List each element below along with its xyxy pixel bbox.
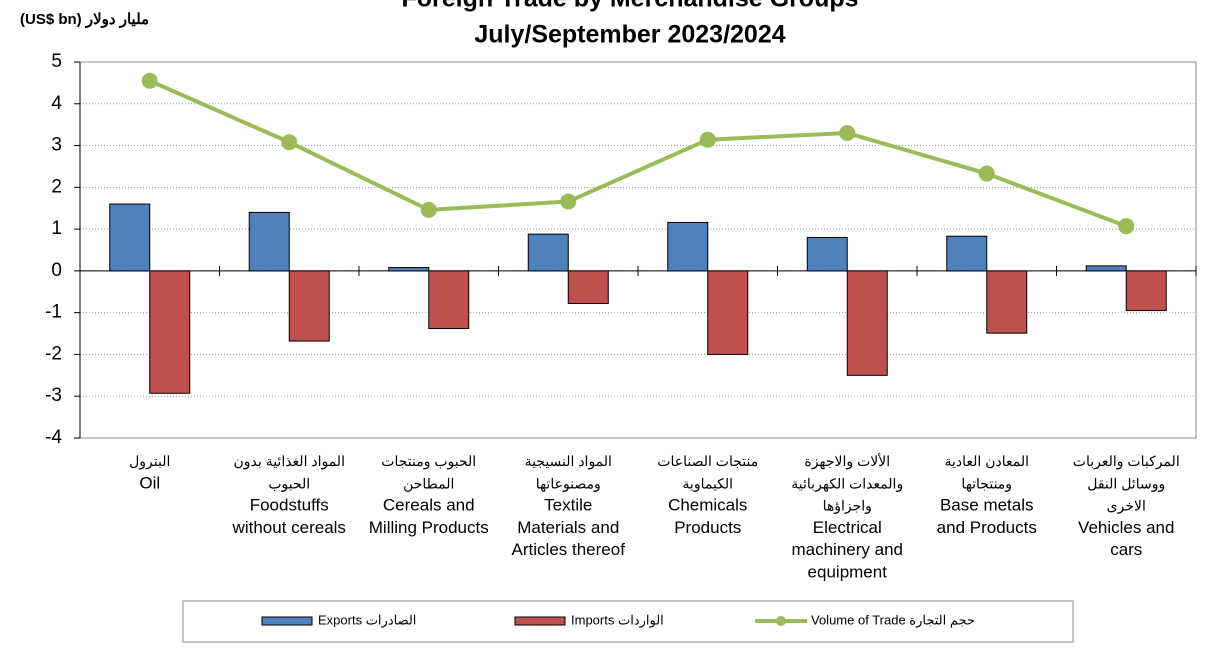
bar [1085,265,1127,272]
bar [428,270,470,330]
legend-swatch [514,616,566,626]
bar [288,270,330,342]
legend-swatch [261,616,313,626]
x-tick-label: المواد الغذائية بدون الحبوب Foodstuffs with… [232,453,346,538]
bar [109,203,151,272]
legend-label: Imports الواردات [571,612,664,628]
line-marker [1118,218,1135,235]
y-axis-label: (US$ bn) مليار دولار [20,11,149,28]
line-marker [839,125,856,142]
y-tick-label: -1 [45,302,62,323]
bar [567,270,609,304]
bar [388,267,430,272]
y-tick-label: 5 [51,51,62,72]
legend-label: Exports الصادرات [318,612,416,628]
x-tick-label: منتجات الصناعات الكيماوية Chemicals Product… [657,453,758,538]
legend-label: Volume of Trade حجم التجارة [811,612,975,628]
x-tick-label: البترول Oil [129,453,170,493]
legend [182,600,1074,643]
line-marker [978,165,995,182]
chart-title: Foreign Trade by Merchandise Groups [401,0,858,13]
bar [946,235,988,272]
y-tick-label: 0 [51,260,62,281]
legend-swatch [776,616,786,626]
bar [707,270,749,355]
bar [149,270,191,394]
x-tick-label: المواد النسيجية ومصنوعاتها Textile Material… [512,453,626,560]
line [148,78,1127,229]
y-tick-label: 1 [51,218,62,239]
bar [986,270,1028,334]
y-tick-label: 2 [51,176,62,197]
x-tick-label: المركبات والعربات ووسائل النقل الاخرى Vehic… [1073,453,1180,560]
chart-subtitle: July/September 2023/2024 [474,21,785,49]
x-tick-label: الحبوب ومنتجات المطاحن Cereals and Milling … [369,453,489,538]
x-tick-label: المعادن العادية ومنتجاتها Base metals and P… [937,453,1037,538]
y-tick-label: -3 [45,385,62,406]
plot-area [79,61,1197,439]
bar [248,211,290,272]
y-tick-label: -2 [45,343,62,364]
line-marker [281,134,298,151]
line-marker [699,131,716,148]
bar [846,270,888,376]
line-marker [141,72,158,89]
y-tick-label: 4 [51,93,62,114]
y-tick-label: 3 [51,135,62,156]
x-tick-label: الألات والاجهزة والمعدات الكهربائية واجزاؤ… [791,452,903,582]
line-marker [420,201,437,218]
bar [1125,270,1167,312]
bar [667,221,709,272]
y-tick-label: -4 [45,427,62,448]
line-marker [560,193,577,210]
bar [806,236,848,272]
bar [527,233,569,272]
